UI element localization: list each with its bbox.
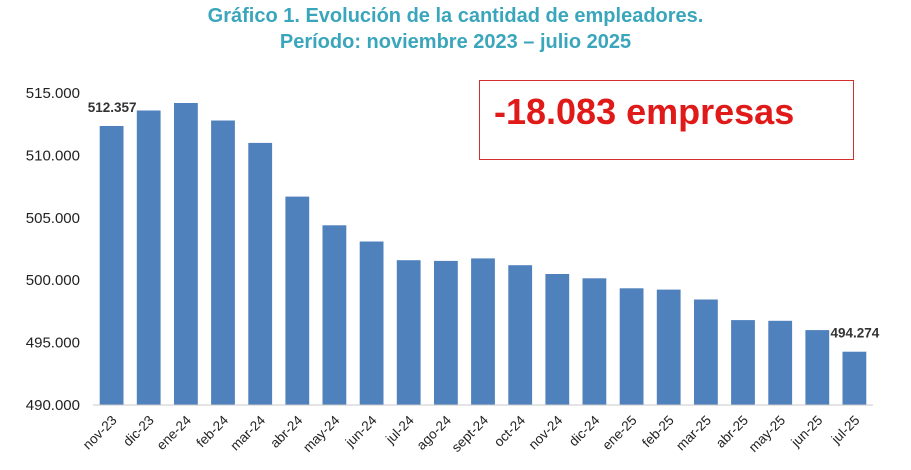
y-tick-label: 505.000 xyxy=(26,210,80,227)
bar-dic-23 xyxy=(136,110,161,405)
y-tick-label: 490.000 xyxy=(26,397,80,414)
data-label-nov-23: 512.357 xyxy=(88,100,137,115)
x-tick-label: may-24 xyxy=(300,412,343,455)
bar-abr-25 xyxy=(731,320,755,405)
bars-layer xyxy=(99,103,867,405)
x-tick-label: nov-24 xyxy=(526,412,566,452)
bar-mar-25 xyxy=(694,299,718,405)
x-tick-label: feb-25 xyxy=(639,413,677,451)
bar-may-24 xyxy=(322,225,347,405)
y-tick-label: 510.000 xyxy=(26,147,80,164)
bar-ene-25 xyxy=(619,288,644,405)
chart-title: Gráfico 1. Evolución de la cantidad de e… xyxy=(0,3,911,55)
x-tick-label: nov-23 xyxy=(80,413,120,453)
bar-oct-24 xyxy=(508,265,533,405)
x-tick-label: jul-24 xyxy=(382,412,417,447)
bar-ene-24 xyxy=(174,103,198,405)
callout-text: -18.083 empresas xyxy=(494,91,795,132)
bar-jul-25 xyxy=(842,351,867,405)
bar-jun-25 xyxy=(805,330,830,405)
x-tick-label: may-25 xyxy=(746,413,788,455)
x-tick-label: dic-23 xyxy=(120,413,157,450)
x-tick-label: jun-25 xyxy=(788,413,826,451)
x-tick-label: ene-25 xyxy=(599,413,639,453)
x-tick-label: oct-24 xyxy=(491,412,528,449)
bar-abr-24 xyxy=(285,196,310,405)
bar-feb-25 xyxy=(656,289,681,405)
data-label-jul-25: 494.274 xyxy=(831,326,880,341)
bar-nov-23 xyxy=(99,126,124,405)
bar-feb-24 xyxy=(211,120,235,405)
bar-sept-24 xyxy=(471,258,495,405)
bar-ago-24 xyxy=(434,260,458,405)
x-tick-label: ago-24 xyxy=(414,412,455,453)
bar-nov-24 xyxy=(545,274,570,405)
bar-jul-24 xyxy=(396,260,421,405)
chart-title-line2: Período: noviembre 2023 – julio 2025 xyxy=(279,31,632,53)
chart-title-line1: Gráfico 1. Evolución de la cantidad de e… xyxy=(207,5,704,27)
x-tick-label: sept-24 xyxy=(449,412,492,455)
y-tick-label: 500.000 xyxy=(26,272,80,289)
x-tick-label: dic-24 xyxy=(566,412,603,449)
x-tick-label: feb-24 xyxy=(193,412,231,450)
y-tick-label: 515.000 xyxy=(26,85,80,102)
callout-box: -18.083 empresas xyxy=(479,80,854,160)
bar-mar-24 xyxy=(248,142,273,405)
bar-may-25 xyxy=(768,320,793,405)
x-tick-label: ene-24 xyxy=(154,412,195,453)
y-tick-label: 495.000 xyxy=(26,335,80,352)
x-tick-label: jul-25 xyxy=(828,413,863,448)
bar-jun-24 xyxy=(359,241,384,405)
x-tick-label: mar-25 xyxy=(673,413,714,454)
x-tick-label: jun-24 xyxy=(342,412,380,450)
x-tick-label: mar-24 xyxy=(227,412,268,453)
bar-dic-24 xyxy=(582,278,607,405)
